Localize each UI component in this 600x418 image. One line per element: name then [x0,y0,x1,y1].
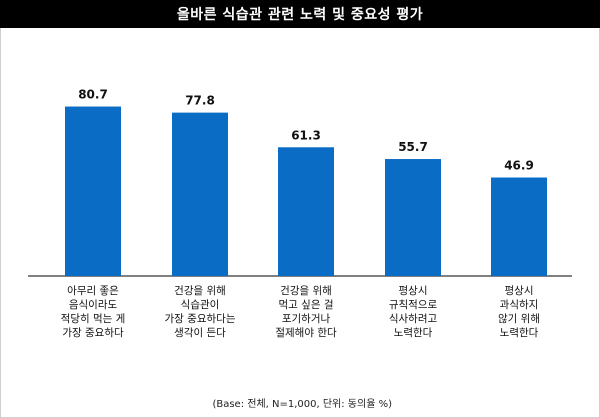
category-label-2-line-2: 식습관이 [181,299,220,311]
category-label-1-line-4: 가장 중요하다 [62,326,124,339]
category-label-4-line-4: 노력한다 [394,327,433,339]
bar-value-label-3: 61.3 [291,128,321,142]
bar-value-label-1: 80.7 [78,88,108,102]
chart-title: 올바른 식습관 관련 노력 및 중요성 평가 [0,0,600,28]
category-label-4-line-3: 식사하려고 [389,312,438,325]
category-label-2-line-1: 건강을 위해 [174,284,226,297]
category-label-1-line-2: 음식이라도 [69,299,118,311]
category-label-1-line-1: 아무리 좋은 [67,285,119,297]
category-label-5-line-4: 노력한다 [500,327,539,339]
bar-2 [172,112,228,277]
category-label-2-line-3: 가장 중요하다는 [165,312,236,325]
category-label-5-line-3: 않기 위해 [498,312,540,325]
category-label-3-line-4: 절제해야 한다 [275,326,337,339]
category-label-3-line-3: 포기하거나 [282,312,331,325]
bar-1 [65,106,121,276]
category-label-5-line-2: 과식하지 [500,298,539,311]
category-label-3-line-1: 건강을 위해 [280,284,332,297]
bar-value-label-5: 46.9 [504,159,534,173]
footnote: (Base: 전체, N=1,000, 단위: 동의율 %) [212,399,392,410]
category-label-3-line-2: 먹고 싶은 걸 [279,298,334,311]
category-label-4-line-1: 평상시 [399,285,428,297]
bar-4 [385,159,441,276]
category-label-1-line-3: 적당히 먹는 게 [61,313,126,325]
category-label-5-line-1: 평상시 [505,285,534,297]
bar-3 [278,147,334,276]
bar-5 [491,177,547,276]
bar-value-label-2: 77.8 [185,94,215,108]
category-label-2-line-4: 생각이 든다 [174,327,226,339]
category-label-4-line-2: 규칙적으로 [389,299,438,311]
bar-value-label-4: 55.7 [398,140,428,154]
